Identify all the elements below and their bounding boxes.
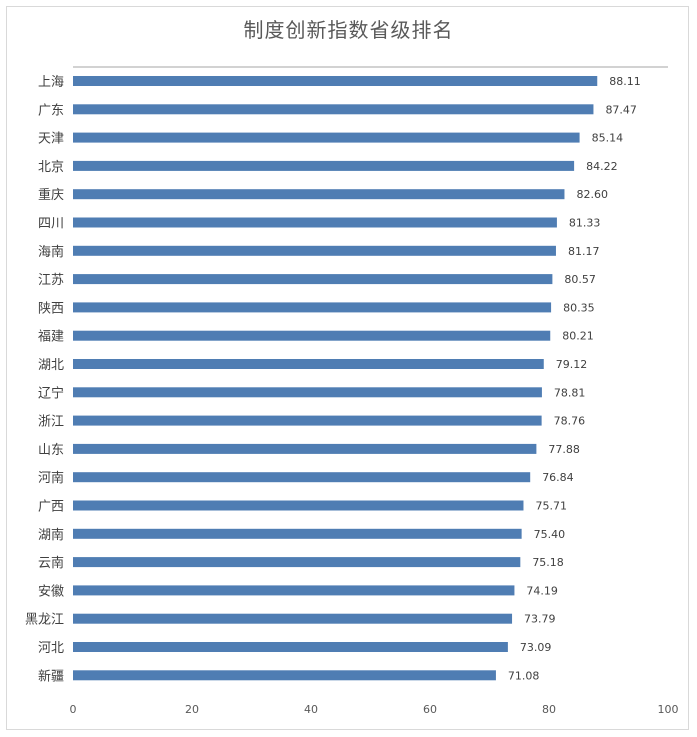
bar bbox=[73, 217, 557, 228]
x-tick-label: 80 bbox=[542, 703, 556, 716]
value-label: 80.35 bbox=[563, 301, 595, 314]
bar bbox=[73, 274, 553, 285]
category-label: 浙江 bbox=[38, 415, 64, 430]
category-label: 河北 bbox=[38, 641, 64, 656]
value-label: 80.21 bbox=[562, 330, 594, 343]
category-label: 新疆 bbox=[38, 668, 64, 684]
value-label: 88.11 bbox=[609, 75, 641, 88]
value-label: 74.19 bbox=[526, 584, 558, 597]
bar bbox=[73, 387, 542, 398]
bar bbox=[73, 500, 524, 511]
value-label: 80.57 bbox=[564, 273, 596, 286]
category-label: 广西 bbox=[38, 500, 64, 515]
value-label: 75.71 bbox=[535, 500, 567, 513]
value-label: 73.09 bbox=[520, 641, 552, 654]
value-label: 71.08 bbox=[508, 669, 540, 682]
bar bbox=[73, 160, 575, 171]
bar bbox=[73, 557, 521, 568]
value-label: 84.22 bbox=[586, 160, 618, 173]
category-label: 四川 bbox=[38, 217, 64, 232]
bar bbox=[73, 330, 551, 341]
category-label: 湖南 bbox=[38, 527, 64, 543]
value-label: 76.84 bbox=[542, 471, 574, 484]
value-label: 87.47 bbox=[605, 103, 637, 116]
category-label: 天津 bbox=[38, 132, 64, 147]
value-label: 82.60 bbox=[576, 188, 608, 201]
bar bbox=[73, 585, 515, 596]
value-label: 78.76 bbox=[554, 415, 586, 428]
value-label: 73.79 bbox=[524, 613, 556, 626]
value-label: 77.88 bbox=[548, 443, 580, 456]
value-label: 79.12 bbox=[556, 358, 588, 371]
bar bbox=[73, 245, 556, 256]
bar bbox=[73, 613, 513, 624]
category-label: 河南 bbox=[38, 470, 64, 486]
value-label: 85.14 bbox=[592, 132, 624, 145]
bar bbox=[73, 189, 565, 200]
category-label: 广东 bbox=[38, 103, 64, 118]
x-tick-label: 40 bbox=[304, 703, 318, 716]
category-label: 上海 bbox=[38, 75, 64, 90]
category-label: 山东 bbox=[38, 443, 64, 458]
value-label: 81.33 bbox=[569, 217, 601, 230]
bar bbox=[73, 642, 508, 652]
bar bbox=[73, 443, 537, 454]
x-tick-label: 60 bbox=[423, 703, 437, 716]
bar bbox=[73, 359, 544, 369]
category-label: 江苏 bbox=[38, 272, 64, 288]
bar bbox=[73, 528, 522, 539]
value-label: 75.40 bbox=[534, 528, 566, 541]
chart-title: 制度创新指数省级排名 bbox=[243, 18, 454, 42]
bar bbox=[73, 415, 542, 426]
value-label: 78.81 bbox=[554, 386, 586, 399]
x-tick-label: 0 bbox=[70, 703, 77, 716]
bar bbox=[73, 104, 594, 115]
category-label: 湖北 bbox=[38, 358, 64, 373]
category-label: 北京 bbox=[38, 160, 64, 175]
value-label: 81.17 bbox=[568, 245, 600, 258]
bar bbox=[73, 302, 552, 313]
bar bbox=[73, 670, 496, 681]
category-label: 重庆 bbox=[38, 187, 64, 203]
category-label: 云南 bbox=[38, 555, 64, 571]
x-tick-label: 20 bbox=[185, 703, 199, 716]
bar bbox=[73, 132, 580, 143]
value-label: 75.18 bbox=[532, 556, 564, 569]
category-label: 海南 bbox=[38, 244, 64, 260]
category-label: 安徽 bbox=[38, 584, 64, 599]
x-tick-label: 100 bbox=[658, 703, 679, 716]
category-label: 辽宁 bbox=[38, 385, 64, 401]
category-label: 福建 bbox=[38, 330, 64, 345]
category-label: 黑龙江 bbox=[25, 613, 64, 628]
bar bbox=[73, 472, 531, 483]
category-label: 陕西 bbox=[38, 301, 64, 316]
bar bbox=[73, 76, 598, 86]
